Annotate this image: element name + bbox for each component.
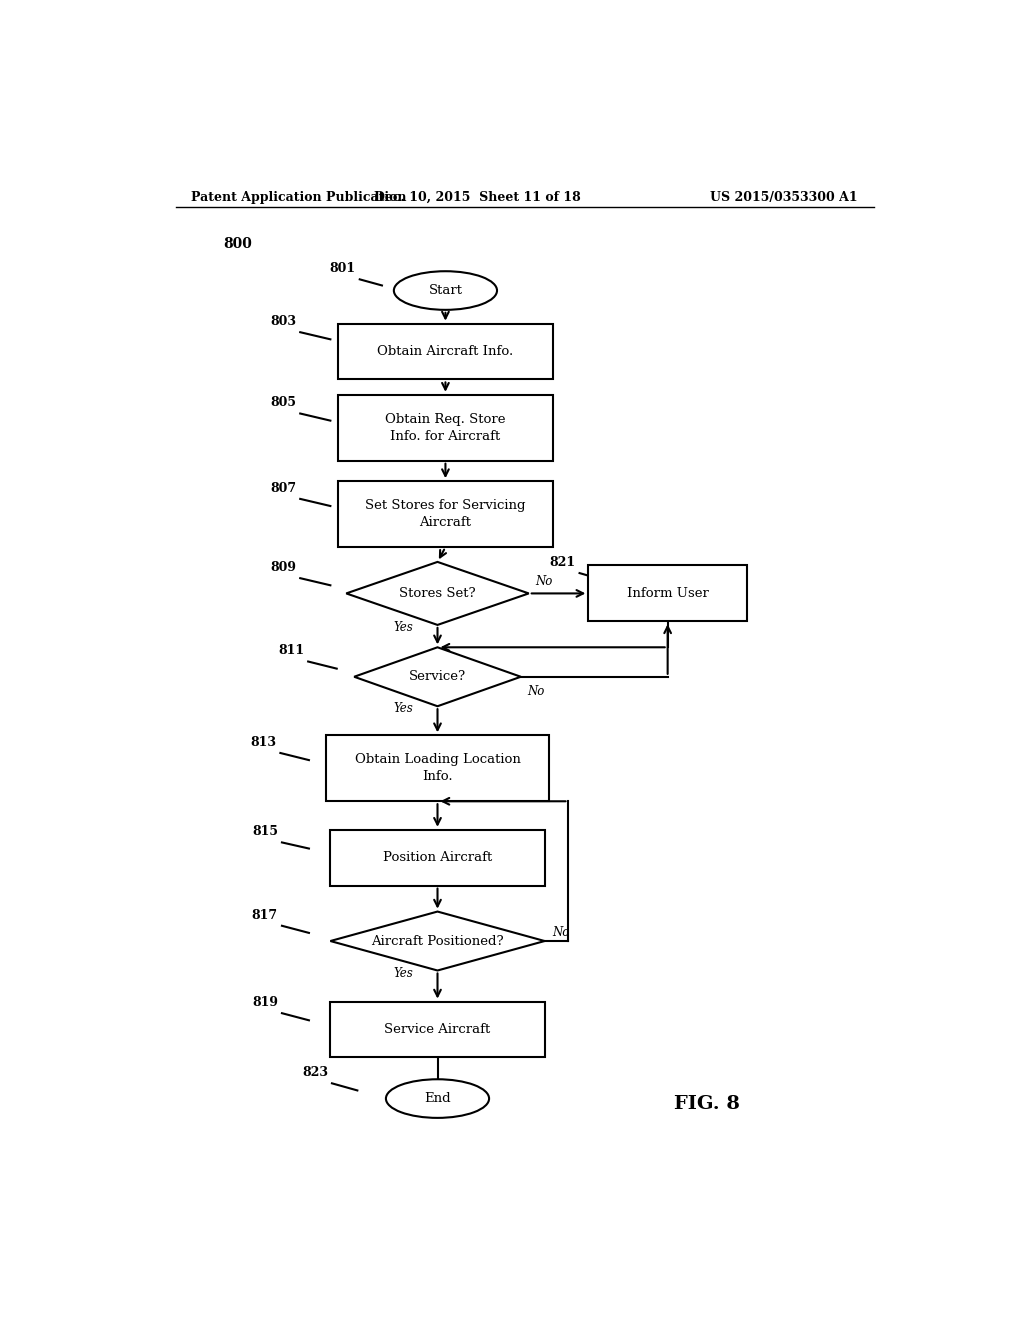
Text: 815: 815: [252, 825, 278, 838]
Text: 823: 823: [302, 1067, 328, 1080]
Text: Aircraft Positioned?: Aircraft Positioned?: [371, 935, 504, 948]
Bar: [338, 395, 553, 461]
Text: 809: 809: [270, 561, 296, 574]
Text: Dec. 10, 2015  Sheet 11 of 18: Dec. 10, 2015 Sheet 11 of 18: [374, 190, 581, 203]
Text: 807: 807: [270, 482, 296, 495]
Text: Set Stores for Servicing
Aircraft: Set Stores for Servicing Aircraft: [366, 499, 525, 529]
Polygon shape: [346, 562, 528, 624]
Bar: [338, 323, 553, 379]
Ellipse shape: [394, 271, 497, 310]
Text: No: No: [536, 576, 553, 589]
Text: 803: 803: [270, 315, 296, 329]
Text: Inform User: Inform User: [627, 587, 709, 599]
Bar: [331, 830, 545, 886]
Text: End: End: [424, 1092, 451, 1105]
Text: Yes: Yes: [394, 620, 414, 634]
Text: 811: 811: [279, 644, 304, 657]
Text: FIG. 8: FIG. 8: [675, 1094, 740, 1113]
Text: 800: 800: [223, 236, 252, 251]
Text: Yes: Yes: [394, 966, 414, 979]
Polygon shape: [331, 912, 545, 970]
Text: 805: 805: [270, 396, 296, 409]
Text: US 2015/0353300 A1: US 2015/0353300 A1: [711, 190, 858, 203]
Bar: [338, 480, 553, 548]
Text: Position Aircraft: Position Aircraft: [383, 851, 493, 865]
Bar: [327, 735, 549, 801]
Text: Patent Application Publication: Patent Application Publication: [191, 190, 407, 203]
Text: Stores Set?: Stores Set?: [399, 587, 476, 599]
Text: Yes: Yes: [394, 702, 414, 715]
Bar: [331, 1002, 545, 1057]
Text: No: No: [553, 925, 570, 939]
Text: Service?: Service?: [409, 671, 466, 684]
Text: 801: 801: [330, 263, 355, 276]
Text: 817: 817: [252, 908, 278, 921]
Text: Start: Start: [428, 284, 463, 297]
Bar: [588, 565, 748, 622]
Text: Obtain Req. Store
Info. for Aircraft: Obtain Req. Store Info. for Aircraft: [385, 413, 506, 442]
Text: 821: 821: [550, 556, 575, 569]
Text: No: No: [527, 685, 545, 698]
Text: 819: 819: [252, 997, 278, 1008]
Ellipse shape: [386, 1080, 489, 1118]
Text: Obtain Aircraft Info.: Obtain Aircraft Info.: [377, 345, 514, 358]
Text: Obtain Loading Location
Info.: Obtain Loading Location Info.: [354, 754, 520, 783]
Text: Service Aircraft: Service Aircraft: [384, 1023, 490, 1036]
Polygon shape: [354, 647, 521, 706]
Text: 813: 813: [251, 737, 276, 748]
